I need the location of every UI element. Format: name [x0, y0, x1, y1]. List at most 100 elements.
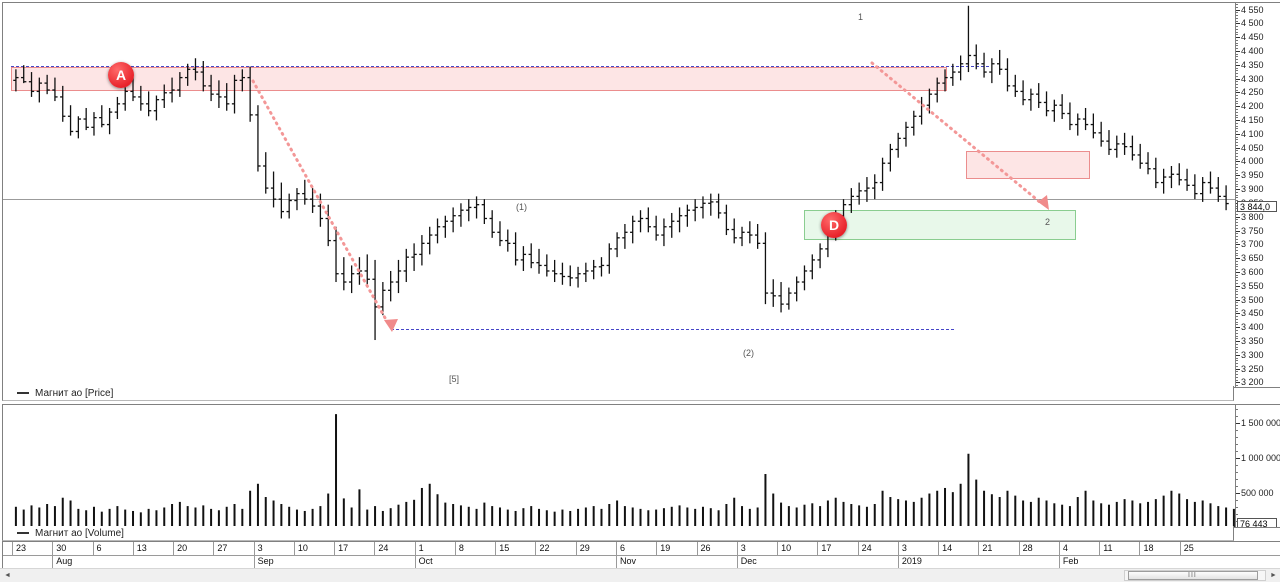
ohlc-bar	[856, 182, 862, 205]
ohlc-bar	[185, 63, 191, 86]
badge-d[interactable]: D	[821, 212, 847, 238]
date-tick: 17	[334, 542, 374, 555]
ohlc-bar	[145, 91, 152, 117]
horizontal-scrollbar[interactable]: ◄ III ►	[0, 568, 1280, 582]
ohlc-bar	[536, 248, 542, 274]
date-tick: 15	[495, 542, 535, 555]
volume-axis[interactable]: 1 500 000 1 000 000 500 000 76 443	[1236, 404, 1280, 528]
ohlc-bar	[1004, 58, 1011, 92]
ohlc-bar	[1051, 99, 1057, 122]
resistance-zone-upper[interactable]	[11, 67, 947, 91]
date-tick: 19	[656, 542, 696, 555]
ohlc-bar	[965, 5, 972, 73]
ohlc-bar	[676, 207, 683, 233]
period-label: Nov	[616, 555, 737, 568]
date-tick: 10	[777, 542, 817, 555]
support-dashed-line	[391, 329, 954, 330]
ohlc-bar	[302, 179, 308, 205]
ohlc-bar	[317, 193, 324, 227]
ohlc-bar	[770, 279, 776, 307]
date-axis[interactable]: 23 30 6 13 20 27 3 10 17 24 1 8 15 22 29 6 19 26 3 10 17 24 3 1…	[2, 541, 1280, 569]
ohlc-bar	[75, 116, 82, 139]
ohlc-bar	[786, 287, 792, 310]
ohlc-bar	[598, 257, 605, 277]
ohlc-bar	[1176, 163, 1182, 186]
ohlc-bar	[583, 262, 589, 283]
ohlc-bar	[653, 215, 659, 241]
ohlc-bar	[669, 212, 675, 238]
period-label: Oct	[414, 555, 616, 568]
price-plot-area[interactable]: (1) (2) [5] 1 2 A D	[3, 3, 1235, 387]
ohlc-bar	[895, 132, 901, 158]
ohlc-bar	[419, 235, 425, 266]
badge-a[interactable]: A	[108, 62, 134, 88]
price-axis[interactable]: 4 550 4 500 4 450 4 400 4 350 4 300 4 250 4 200…	[1236, 2, 1280, 388]
current-price-line	[3, 199, 1235, 200]
trend-arrows	[251, 61, 1049, 332]
price-chart-pane[interactable]: (1) (2) [5] 1 2 A D	[2, 2, 1236, 388]
scroll-left-arrow-icon[interactable]: ◄	[4, 572, 11, 579]
wave-2-paren-label: (2)	[743, 348, 754, 358]
date-tick: 22	[535, 542, 575, 555]
day-tick-row: 23 30 6 13 20 27 3 10 17 24 1 8 15 22 29 6 19 26 3 10 17 24 3 1…	[3, 542, 1280, 556]
ohlc-bar	[794, 276, 800, 302]
ohlc-bar	[715, 193, 722, 219]
volume-legend[interactable]: Магнит ао [Volume]	[2, 526, 1234, 541]
ohlc-bar	[1043, 91, 1050, 117]
ohlc-bar	[325, 204, 331, 247]
ohlc-bar	[348, 265, 355, 294]
ohlc-bar	[1098, 121, 1104, 147]
ohlc-bar	[216, 80, 222, 108]
ohlc-bar	[341, 257, 347, 291]
ohlc-bar	[99, 105, 105, 128]
ohlc-bar	[637, 210, 644, 233]
ohlc-bar	[684, 204, 691, 227]
resistance-zone-lower[interactable]	[966, 151, 1090, 179]
scrollbar-thumb[interactable]	[1128, 571, 1258, 580]
ohlc-bar	[192, 58, 199, 81]
period-label: Sep	[253, 555, 415, 568]
ohlc-bar	[489, 210, 495, 238]
date-tick: 17	[817, 542, 857, 555]
ohlc-bar	[1129, 135, 1136, 161]
ohlc-bar	[286, 193, 292, 219]
volume-chart-pane[interactable]	[2, 404, 1236, 528]
ohlc-bar	[380, 282, 386, 316]
ohlc-bar	[473, 196, 480, 219]
ohlc-bar	[1090, 113, 1097, 139]
current-volume-tag: 76 443	[1237, 517, 1277, 527]
ohlc-bar	[497, 221, 503, 247]
ohlc-bar	[957, 55, 964, 81]
scrollbar-grip-icon: III	[1188, 572, 1197, 579]
price-legend[interactable]: Магнит ао [Price]	[2, 386, 1234, 401]
date-tick: 27	[213, 542, 253, 555]
date-tick: 29	[575, 542, 616, 555]
ohlc-bar	[1145, 152, 1151, 175]
date-tick: 1	[414, 542, 455, 555]
ohlc-bar	[153, 95, 160, 121]
ohlc-bar	[981, 52, 987, 78]
ohlc-bar	[739, 226, 745, 247]
ohlc-bar	[934, 77, 940, 103]
date-tick: 13	[132, 542, 173, 555]
ohlc-bar	[520, 246, 527, 271]
date-tick: 26	[696, 542, 737, 555]
support-zone[interactable]	[804, 210, 1076, 240]
volume-plot-area[interactable]	[3, 405, 1235, 527]
ohlc-bar	[903, 121, 909, 147]
ohlc-bar	[630, 215, 636, 244]
ohlc-bar	[864, 177, 870, 202]
ohlc-bar	[512, 232, 519, 266]
ohlc-bar	[138, 85, 144, 111]
ohlc-bar	[411, 243, 417, 271]
date-tick: 3	[736, 542, 777, 555]
date-tick: 11	[1099, 542, 1139, 555]
ohlc-bar	[52, 77, 58, 102]
ohlc-bar	[270, 171, 277, 208]
date-tick: 20	[173, 542, 213, 555]
ohlc-bar	[67, 105, 74, 136]
scroll-right-arrow-icon[interactable]: ►	[1270, 572, 1277, 579]
ohlc-bar	[21, 65, 27, 84]
ohlc-bar	[1137, 143, 1143, 169]
date-tick: 30	[52, 542, 92, 555]
